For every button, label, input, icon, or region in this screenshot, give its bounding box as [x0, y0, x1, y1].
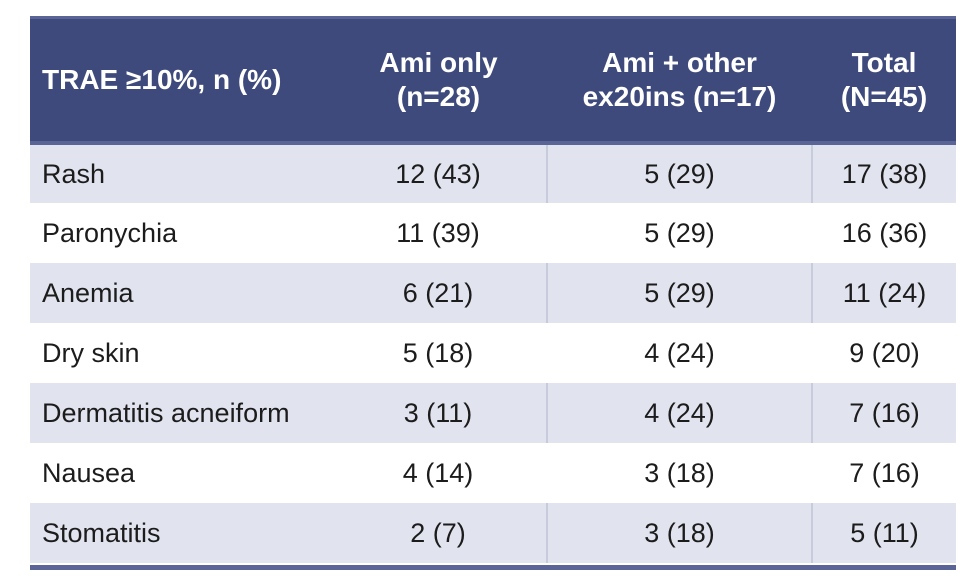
table-row-nausea: Nausea 4 (14) 3 (18) 7 (16): [30, 443, 956, 503]
row-label-cell: Paronychia: [42, 217, 178, 248]
table-row-rash: Rash 12 (43) 5 (29) 17 (38): [30, 143, 956, 203]
header-sublabel: ex20ins (n=17): [582, 81, 777, 112]
value-cell-ami-other: 3 (18): [546, 503, 812, 563]
row-label-cell: Dermatitis acneiform: [42, 397, 290, 428]
value-cell-total: 7 (16): [849, 457, 920, 488]
value-cell-ami-only: 11 (39): [396, 217, 480, 248]
table-row-paronychia: Paronychia 11 (39) 5 (29) 16 (36): [30, 203, 956, 263]
value-cell-total: 7 (16): [811, 383, 956, 443]
header-cell-ami-other: Ami + other ex20ins (n=17): [547, 19, 812, 145]
row-label-cell: Dry skin: [42, 337, 140, 368]
value-cell-ami-only: 5 (18): [402, 337, 474, 368]
row-label-cell: Anemia: [42, 277, 134, 308]
value-cell-ami-only: 3 (11): [403, 397, 473, 428]
table-header: TRAE ≥10%, n (%) Ami only (n=28) Ami + o…: [30, 19, 956, 145]
value-cell-total: 17 (38): [811, 143, 956, 203]
row-label-cell: Stomatitis: [42, 517, 161, 548]
table-bottom-rule: [30, 565, 956, 570]
value-cell-ami-only: 6 (21): [402, 277, 474, 308]
value-cell-total: 5 (11): [811, 503, 956, 563]
header-label: Total: [851, 47, 917, 78]
trae-table: TRAE ≥10%, n (%) Ami only (n=28) Ami + o…: [30, 16, 956, 570]
table-row-dermatitis-acneiform: Dermatitis acneiform 3 (11) 4 (24) 7 (16…: [30, 383, 956, 443]
value-cell-total: 9 (20): [849, 337, 920, 368]
header-cell-trae: TRAE ≥10%, n (%): [30, 19, 330, 145]
header-sublabel: (N=45): [840, 81, 928, 112]
value-cell-ami-other: 4 (24): [546, 383, 812, 443]
header-row: TRAE ≥10%, n (%) Ami only (n=28) Ami + o…: [30, 19, 956, 145]
value-cell-ami-only: 2 (7): [410, 517, 466, 548]
header-label: Ami only: [379, 47, 498, 78]
value-cell-total: 16 (36): [841, 217, 928, 248]
adverse-events-table: TRAE ≥10%, n (%) Ami only (n=28) Ami + o…: [30, 19, 956, 563]
header-label: Ami + other: [602, 47, 757, 78]
value-cell-ami-other: 5 (29): [644, 217, 715, 248]
table-row-anemia: Anemia 6 (21) 5 (29) 11 (24): [30, 263, 956, 323]
header-label: TRAE ≥10%, n (%): [42, 64, 282, 95]
value-cell-ami-other: 4 (24): [644, 337, 715, 368]
value-cell-ami-other: 3 (18): [644, 457, 715, 488]
value-cell-ami-other: 5 (29): [546, 263, 812, 323]
value-cell-ami-other: 5 (29): [546, 143, 812, 203]
table-top-rule: [30, 16, 956, 19]
table-row-dry-skin: Dry skin 5 (18) 4 (24) 9 (20): [30, 323, 956, 383]
row-label-cell: Rash: [42, 158, 106, 189]
header-cell-ami-only: Ami only (n=28): [330, 19, 547, 145]
row-label-cell: Nausea: [42, 457, 136, 488]
table-body: Rash 12 (43) 5 (29) 17 (38) Paronychia 1…: [30, 143, 956, 563]
value-cell-total: 11 (24): [811, 263, 956, 323]
header-sublabel: (n=28): [396, 81, 481, 112]
value-cell-ami-only: 4 (14): [402, 457, 474, 488]
table-row-stomatitis: Stomatitis 2 (7) 3 (18) 5 (11): [30, 503, 956, 563]
header-cell-total: Total (N=45): [812, 19, 956, 145]
value-cell-ami-only: 12 (43): [395, 158, 481, 189]
